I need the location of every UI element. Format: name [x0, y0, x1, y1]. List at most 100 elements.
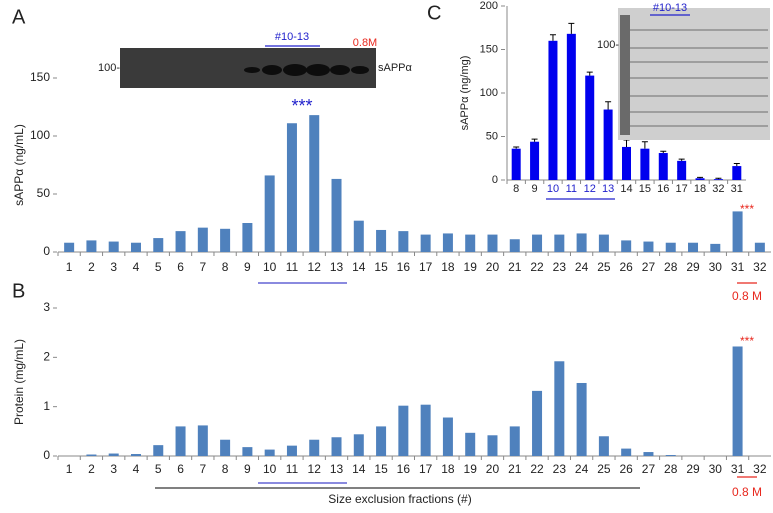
- x-tick-label: 4: [133, 260, 140, 274]
- bar: [695, 178, 705, 180]
- x-tick-label: 17: [676, 183, 688, 195]
- bar: [554, 234, 565, 252]
- bar: [175, 231, 186, 252]
- bar: [554, 361, 565, 456]
- bar: [598, 234, 609, 252]
- x-tick-label: 16: [397, 462, 411, 476]
- annotation: ***: [740, 334, 754, 348]
- bar: [603, 109, 613, 180]
- error-bar: [605, 101, 612, 110]
- x-tick-label: 11: [286, 260, 299, 274]
- bar: [665, 455, 676, 456]
- x-tick-label: 12: [308, 260, 322, 274]
- annotation: 100-: [98, 62, 120, 74]
- x-tick-label: 17: [419, 462, 433, 476]
- x-tick-label: 23: [553, 260, 567, 274]
- x-tick-label: 25: [597, 462, 611, 476]
- bar: [732, 211, 743, 252]
- error-bar: [568, 22, 575, 34]
- y-tick-label: 150: [480, 43, 498, 55]
- x-tick-label: 10: [547, 183, 559, 195]
- bar: [643, 452, 654, 456]
- x-tick-label: 19: [464, 462, 478, 476]
- x-tick-label: 16: [397, 260, 411, 274]
- bar: [509, 239, 520, 252]
- x-tick-label: 15: [639, 183, 651, 195]
- bar: [309, 115, 320, 253]
- bar: [264, 175, 275, 252]
- error-bar: [531, 138, 538, 142]
- bar: [548, 40, 558, 180]
- bar: [286, 445, 297, 456]
- x-tick-label: 8: [513, 183, 519, 195]
- x-tick-label: 13: [330, 462, 344, 476]
- x-tick-label: 10: [263, 260, 277, 274]
- x-tick-label: 31: [731, 462, 745, 476]
- x-tick-label: 11: [286, 462, 299, 476]
- bar: [220, 228, 231, 252]
- bar: [264, 449, 275, 456]
- bar: [732, 346, 743, 456]
- annotation: 0.8 M: [732, 485, 762, 499]
- bar: [108, 241, 119, 252]
- x-tick-label: 27: [642, 462, 656, 476]
- bar: [331, 437, 342, 456]
- x-tick-label: 8: [222, 462, 229, 476]
- bar: [130, 242, 141, 252]
- bar: [598, 436, 609, 456]
- bar: [585, 75, 595, 180]
- bar: [530, 141, 540, 180]
- x-tick-label: 1: [66, 462, 73, 476]
- y-tick-label: 0: [43, 244, 50, 258]
- bar: [376, 229, 387, 252]
- x-tick-label: 8: [222, 260, 229, 274]
- y-tick-label: 200: [480, 0, 498, 12]
- annotation: 100-: [597, 39, 619, 51]
- x-tick-label: 21: [508, 462, 522, 476]
- annotation: ***: [740, 202, 754, 216]
- error-bar: [733, 162, 740, 167]
- x-tick-label: 18: [694, 183, 706, 195]
- x-tick-label: 15: [374, 462, 388, 476]
- bar: [286, 123, 297, 253]
- error-bar: [641, 141, 648, 149]
- bar: [398, 231, 409, 252]
- x-tick-label: 22: [530, 260, 544, 274]
- bar: [509, 426, 520, 456]
- bar: [197, 425, 208, 456]
- x-tick-label: 18: [441, 462, 455, 476]
- x-tick-label: 27: [642, 260, 656, 274]
- y-tick-label: 150: [30, 70, 50, 84]
- bar: [130, 454, 141, 456]
- bar: [398, 405, 409, 456]
- error-bar: [678, 158, 685, 161]
- blot-bands: [244, 64, 369, 76]
- x-tick-label: 12: [584, 183, 596, 195]
- x-tick-label: 10: [263, 462, 277, 476]
- bar: [309, 439, 320, 456]
- bar: [331, 178, 342, 252]
- bar: [465, 234, 476, 252]
- x-tick-label: 9: [244, 462, 251, 476]
- bar: [576, 382, 587, 456]
- x-tick-label: 30: [709, 462, 723, 476]
- x-axis-label: Size exclusion fractions (#): [328, 492, 471, 506]
- x-tick-label: 21: [508, 260, 522, 274]
- annotation: ***: [291, 96, 312, 116]
- bar: [175, 426, 186, 456]
- x-tick-label: 20: [486, 260, 500, 274]
- x-tick-label: 17: [419, 260, 433, 274]
- bar: [677, 160, 687, 180]
- bar: [640, 148, 650, 180]
- y-tick-label: 50: [486, 130, 498, 142]
- x-tick-label: 3: [110, 260, 117, 274]
- x-tick-label: 16: [657, 183, 669, 195]
- x-tick-label: 11: [566, 183, 577, 195]
- x-tick-label: 24: [575, 462, 589, 476]
- bar: [153, 238, 164, 252]
- bar: [376, 426, 387, 456]
- x-tick-label: 23: [553, 462, 567, 476]
